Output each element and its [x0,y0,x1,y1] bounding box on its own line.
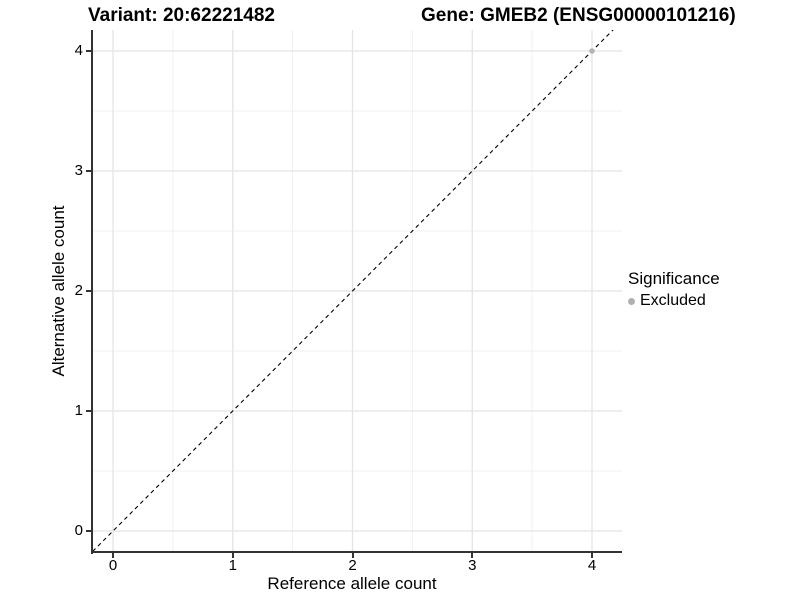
x-tick-label: 2 [348,557,357,574]
y-axis-title: Alternative allele count [49,205,68,377]
x-tick-mark [112,553,114,558]
y-tick-label: 1 [74,402,83,419]
y-axis-line [91,30,93,554]
y-tick-mark [86,410,91,412]
identity-line [93,30,614,552]
x-tick-label: 4 [587,557,597,574]
x-axis-title: Reference allele count [267,574,437,593]
y-tick-label: 0 [74,522,83,539]
x-tick-label: 0 [108,557,118,574]
x-axis-line [91,551,622,553]
plot-area-svg [93,30,622,552]
y-tick-mark [86,530,91,532]
x-tick-label: 1 [228,557,237,574]
legend-entry-label: Excluded [640,292,706,309]
gene-title: Gene: GMEB2 (ENSG00000101216) [421,5,736,26]
plot-panel [93,30,622,552]
y-tick-label: 3 [74,162,83,179]
x-tick-mark [471,553,474,558]
y-tick-mark [86,50,91,52]
x-tick-mark [351,553,354,558]
x-tick-mark [231,553,234,558]
excluded-point-icon [628,297,635,305]
y-tick-mark [86,290,91,292]
y-tick-label: 2 [74,282,83,299]
x-tick-mark [591,553,593,558]
legend-title: Significance [628,269,720,288]
x-tick-label: 3 [468,557,477,574]
y-tick-label: 4 [74,42,83,59]
y-tick-mark [86,170,91,172]
legend-entry-excluded: Excluded [628,292,720,310]
data-point [589,48,595,54]
variant-title: Variant: 20:62221482 [88,5,275,26]
legend: Significance Excluded [628,269,720,310]
